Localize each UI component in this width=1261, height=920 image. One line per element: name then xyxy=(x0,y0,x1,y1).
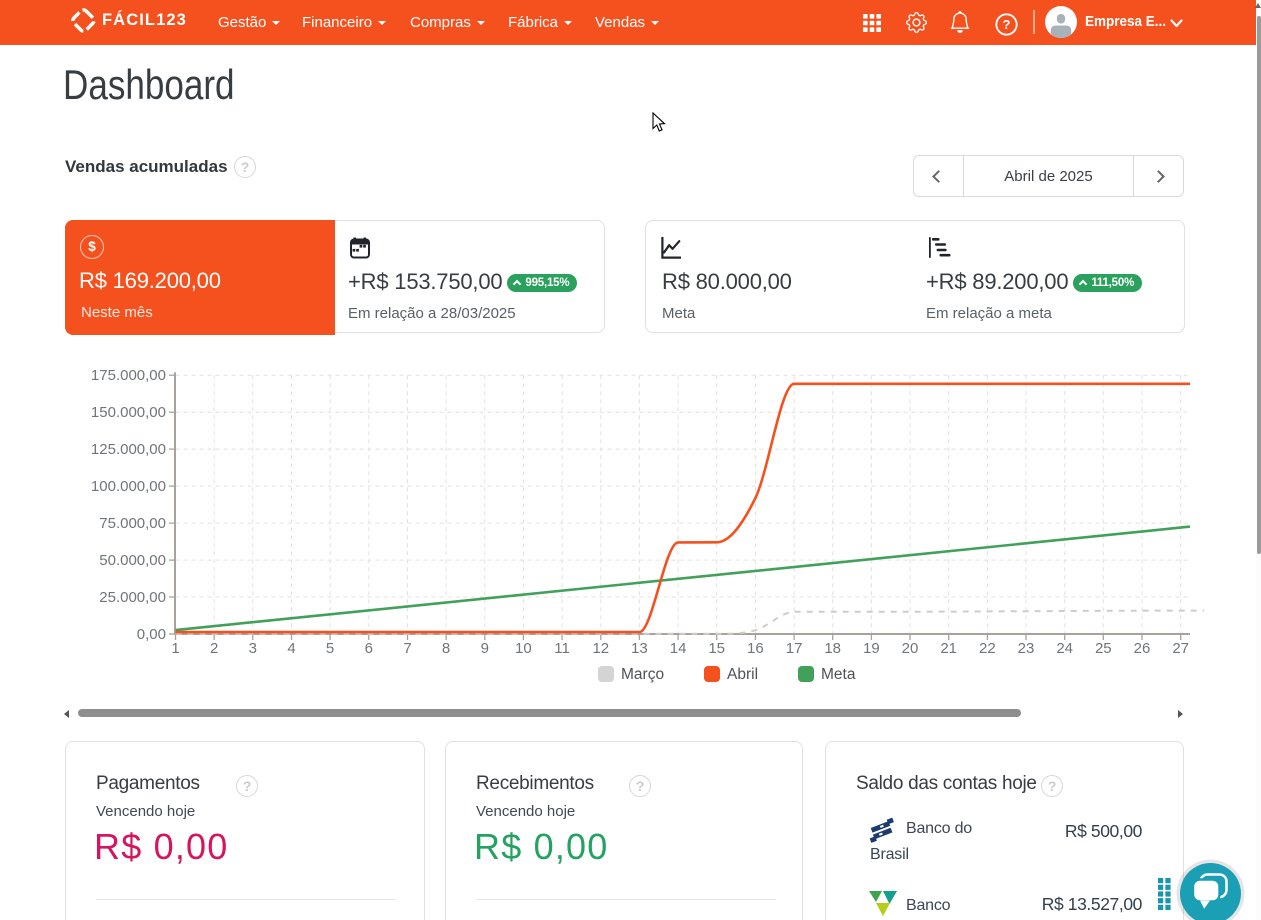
svg-text:8: 8 xyxy=(442,640,450,657)
svg-text:25: 25 xyxy=(1095,640,1112,657)
svg-text:18: 18 xyxy=(824,640,841,657)
svg-text:75.000,00: 75.000,00 xyxy=(99,515,166,532)
svg-text:13: 13 xyxy=(631,640,648,657)
svg-text:4: 4 xyxy=(287,640,295,657)
svg-text:6: 6 xyxy=(365,640,373,657)
svg-text:3: 3 xyxy=(249,640,257,657)
svg-text:5: 5 xyxy=(326,640,334,657)
svg-text:20: 20 xyxy=(902,640,919,657)
svg-text:125.000,00: 125.000,00 xyxy=(91,441,166,458)
svg-text:?: ? xyxy=(1003,17,1011,32)
svg-text:Março: Março xyxy=(621,666,664,683)
svg-text:11: 11 xyxy=(554,640,570,657)
svg-text:150.000,00: 150.000,00 xyxy=(91,404,166,421)
svg-text:175.000,00: 175.000,00 xyxy=(91,367,166,384)
svg-text:9: 9 xyxy=(481,640,489,657)
svg-text:26: 26 xyxy=(1134,640,1151,657)
svg-text:50.000,00: 50.000,00 xyxy=(99,552,166,569)
svg-text:Meta: Meta xyxy=(821,666,856,683)
svg-text:22: 22 xyxy=(979,640,996,657)
svg-text:Abril: Abril xyxy=(727,666,758,683)
svg-text:19: 19 xyxy=(863,640,880,657)
svg-text:0,00: 0,00 xyxy=(137,626,166,643)
svg-text:17: 17 xyxy=(786,640,803,657)
svg-text:12: 12 xyxy=(592,640,609,657)
svg-text:27: 27 xyxy=(1172,640,1189,657)
svg-text:16: 16 xyxy=(747,640,764,657)
svg-text:14: 14 xyxy=(670,640,687,657)
svg-text:1: 1 xyxy=(171,640,179,657)
svg-text:25.000,00: 25.000,00 xyxy=(99,589,166,606)
svg-text:15: 15 xyxy=(708,640,725,657)
svg-text:23: 23 xyxy=(1018,640,1035,657)
svg-text:10: 10 xyxy=(515,640,532,657)
svg-text:24: 24 xyxy=(1056,640,1073,657)
svg-text:2: 2 xyxy=(210,640,218,657)
svg-text:21: 21 xyxy=(940,640,957,657)
svg-text:100.000,00: 100.000,00 xyxy=(91,478,166,495)
svg-text:7: 7 xyxy=(403,640,411,657)
